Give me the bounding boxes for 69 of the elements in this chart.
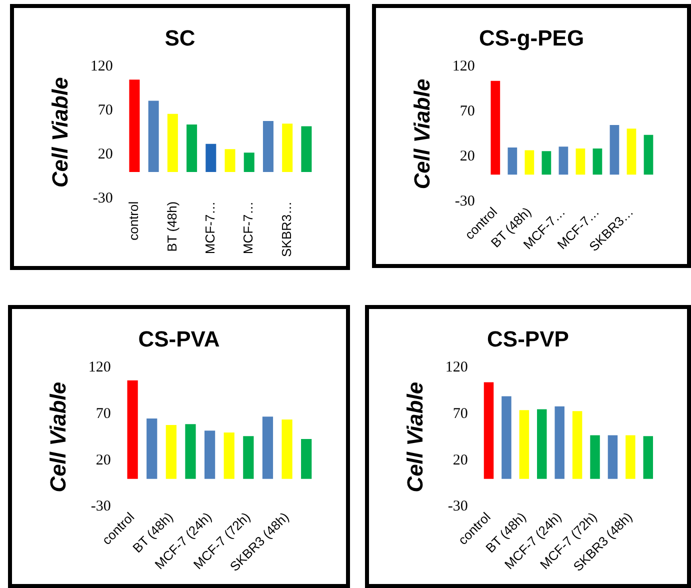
bar: [185, 424, 196, 479]
x-tick-label: BT (48h): [164, 201, 180, 252]
chart-title: SC: [164, 25, 196, 50]
y-tick-label: 20: [452, 452, 468, 468]
y-tick-label: 70: [98, 102, 113, 118]
bar: [262, 120, 274, 172]
bar: [166, 425, 176, 479]
bar: [146, 418, 158, 479]
y-tick-label: 70: [452, 406, 468, 422]
bar: [262, 416, 274, 479]
y-tick-label: -30: [90, 498, 111, 515]
bar: [519, 410, 530, 479]
bar: [282, 124, 293, 172]
bar: [224, 432, 234, 479]
x-tick-label: SKBR3…: [278, 201, 294, 258]
bar: [572, 411, 582, 479]
y-tick-label: 70: [460, 103, 475, 120]
y-axis-title: Cell Viable: [45, 382, 70, 492]
y-tick-label: 120: [452, 58, 475, 74]
y-tick-label: 70: [96, 406, 111, 422]
bar: [224, 149, 236, 172]
bar: [282, 419, 292, 479]
y-tick-label: 120: [445, 359, 468, 376]
y-axis-title: Cell Viable: [409, 78, 434, 190]
bar: [148, 100, 159, 172]
y-tick-label: 120: [88, 359, 111, 376]
y-tick-label: 20: [98, 146, 113, 162]
bar: [186, 124, 198, 172]
x-tick-label: MCF-7…: [240, 201, 256, 254]
x-tick-label: MCF-7…: [202, 201, 218, 254]
chart-title: CS-g-PEG: [478, 25, 584, 50]
bar: [490, 80, 500, 175]
bar: [524, 150, 534, 175]
bar: [167, 114, 178, 172]
bar: [502, 396, 512, 479]
bar: [204, 430, 216, 479]
x-tick-label: control: [126, 201, 142, 240]
chart-title: CS-PVP: [487, 326, 569, 352]
bar: [243, 436, 254, 479]
bar: [558, 146, 568, 175]
bar: [129, 80, 140, 172]
bar: [643, 436, 654, 479]
bar: [644, 134, 654, 175]
y-axis-title: Cell Viable: [402, 382, 428, 492]
bar: [542, 151, 552, 175]
bar: [537, 409, 547, 479]
y-tick-label: -30: [448, 498, 468, 515]
bar: [301, 438, 312, 479]
y-tick-label: -30: [92, 190, 113, 206]
bar: [244, 152, 254, 172]
y-tick-label: -30: [454, 194, 475, 210]
bar: [626, 435, 636, 479]
chart-title: CS-PVA: [138, 326, 220, 352]
bar: [206, 144, 216, 172]
y-tick-label: 20: [96, 452, 111, 468]
y-tick-label: 20: [460, 148, 475, 164]
bar: [610, 125, 620, 175]
bar: [554, 406, 564, 479]
bar: [508, 148, 518, 175]
bar: [576, 148, 586, 175]
bar: [484, 382, 494, 479]
y-axis-title: Cell Viable: [47, 77, 72, 188]
bar: [592, 148, 602, 175]
bar: [127, 380, 138, 479]
y-tick-label: 120: [90, 58, 113, 74]
bar: [608, 435, 618, 479]
bar: [626, 128, 636, 175]
bar: [301, 126, 312, 172]
bar: [590, 435, 600, 479]
